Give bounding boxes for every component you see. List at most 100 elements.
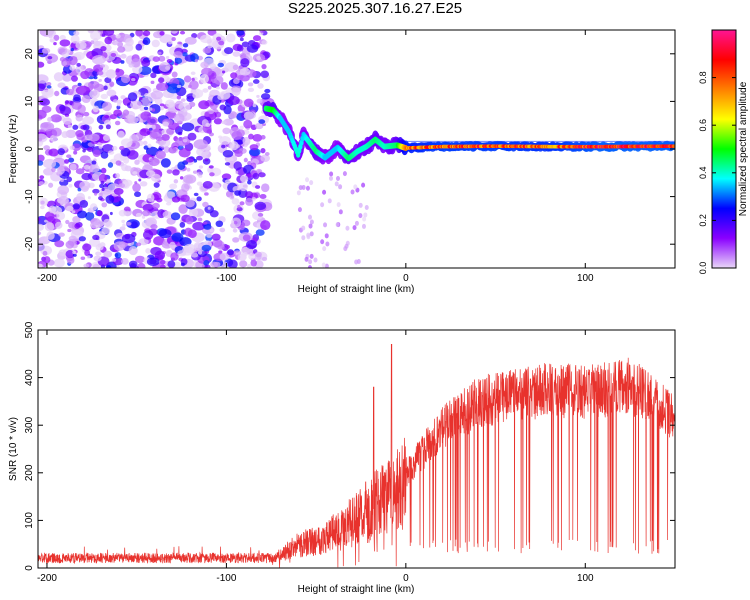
noise-blob bbox=[196, 181, 203, 186]
noise-blob bbox=[211, 233, 221, 241]
y-tick-label: 20 bbox=[24, 48, 35, 60]
noise-blob bbox=[106, 89, 117, 97]
noise-blob bbox=[86, 255, 91, 259]
noise-blob bbox=[178, 102, 191, 112]
noise-blob bbox=[122, 109, 130, 116]
noise-blob bbox=[229, 192, 234, 196]
noise-blob bbox=[254, 201, 267, 211]
noise-blob bbox=[261, 40, 268, 45]
noise-blob bbox=[301, 184, 306, 190]
noise-blob bbox=[345, 225, 350, 231]
noise-blob bbox=[246, 44, 259, 53]
noise-blob bbox=[77, 187, 82, 192]
noise-blob bbox=[166, 169, 173, 174]
noise-blob bbox=[354, 220, 359, 226]
colorbar-tick-label: 0.4 bbox=[698, 167, 708, 180]
noise-blob bbox=[255, 122, 264, 130]
noise-blob bbox=[202, 180, 213, 189]
noise-blob bbox=[252, 35, 262, 42]
noise-blob bbox=[305, 185, 310, 191]
noise-blob bbox=[179, 222, 186, 228]
noise-blob bbox=[247, 180, 252, 185]
noise-blob bbox=[66, 256, 75, 265]
noise-blob bbox=[233, 250, 242, 256]
noise-blob bbox=[361, 182, 366, 188]
noise-blob bbox=[43, 160, 52, 168]
noise-blob bbox=[260, 135, 266, 140]
noise-blob bbox=[72, 216, 81, 224]
noise-blob bbox=[64, 159, 70, 164]
noise-blob bbox=[248, 133, 254, 140]
noise-blob bbox=[260, 157, 266, 162]
noise-blob bbox=[241, 41, 250, 48]
noise-blob bbox=[206, 38, 217, 46]
noise-blob bbox=[135, 212, 142, 218]
noise-blob bbox=[185, 216, 194, 225]
noise-blob bbox=[264, 152, 270, 156]
noise-blob bbox=[128, 260, 138, 268]
noise-blob bbox=[233, 161, 242, 171]
noise-blob bbox=[79, 199, 89, 208]
noise-blob bbox=[127, 116, 139, 124]
noise-blob bbox=[335, 175, 340, 181]
noise-blob bbox=[66, 154, 72, 159]
noise-blob bbox=[121, 219, 126, 224]
noise-blob bbox=[47, 117, 52, 123]
noise-blob bbox=[68, 235, 77, 242]
noise-blob bbox=[91, 160, 97, 165]
noise-blob bbox=[71, 75, 78, 82]
noise-blob bbox=[150, 80, 155, 85]
noise-blob bbox=[258, 172, 266, 178]
noise-blob bbox=[109, 81, 115, 87]
noise-blob bbox=[309, 253, 314, 259]
noise-blob bbox=[153, 236, 165, 246]
noise-blob bbox=[75, 114, 83, 122]
noise-blob bbox=[213, 118, 223, 125]
noise-blob bbox=[324, 263, 329, 268]
noise-blob bbox=[88, 133, 100, 142]
noise-blob bbox=[147, 143, 152, 149]
noise-blob bbox=[235, 144, 241, 149]
noise-blob bbox=[60, 178, 64, 183]
y-tick-label: 200 bbox=[24, 464, 35, 481]
noise-blob bbox=[119, 226, 126, 231]
noise-blob bbox=[229, 141, 239, 151]
noise-blob bbox=[170, 30, 179, 34]
spectrogram-y-label: Frequency (Hz) bbox=[8, 115, 19, 184]
noise-blob bbox=[121, 233, 136, 244]
noise-blob bbox=[100, 151, 109, 159]
noise-blob bbox=[232, 51, 241, 57]
noise-blob bbox=[126, 142, 132, 148]
noise-blob bbox=[358, 213, 363, 219]
noise-blob bbox=[350, 189, 355, 195]
noise-blob bbox=[248, 253, 256, 260]
noise-blob bbox=[39, 197, 49, 206]
noise-blob bbox=[247, 87, 255, 92]
noise-blob bbox=[58, 232, 65, 237]
noise-blob bbox=[65, 219, 70, 225]
noise-blob bbox=[182, 138, 188, 143]
noise-blob bbox=[192, 92, 200, 99]
noise-blob bbox=[252, 172, 260, 180]
noise-blob bbox=[114, 252, 122, 259]
noise-blob bbox=[236, 30, 245, 36]
noise-blob bbox=[245, 197, 254, 206]
noise-blob bbox=[219, 104, 227, 111]
noise-blob bbox=[68, 183, 73, 188]
noise-blob bbox=[73, 150, 78, 155]
noise-blob bbox=[117, 41, 124, 48]
noise-blob bbox=[309, 231, 314, 237]
noise-blob bbox=[260, 220, 271, 231]
noise-blob bbox=[56, 211, 66, 220]
noise-blob bbox=[48, 182, 54, 188]
noise-blob bbox=[87, 196, 91, 200]
noise-blob bbox=[75, 168, 85, 175]
noise-blob bbox=[66, 205, 74, 212]
noise-blob bbox=[207, 85, 212, 90]
noise-blob bbox=[247, 82, 254, 87]
noise-blob bbox=[148, 157, 160, 167]
noise-blob bbox=[188, 207, 199, 218]
noise-blob bbox=[221, 120, 227, 125]
spectral-trace bbox=[262, 101, 675, 165]
noise-blob bbox=[183, 243, 197, 254]
